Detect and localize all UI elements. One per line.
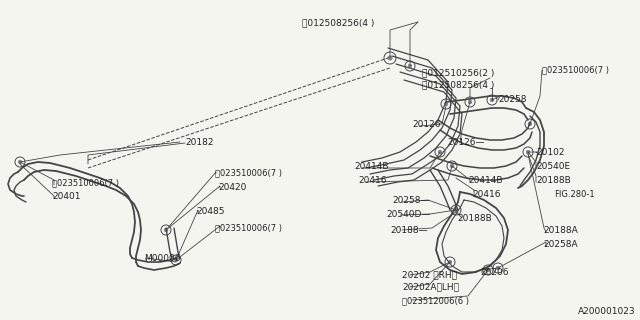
Circle shape bbox=[447, 161, 457, 171]
Circle shape bbox=[441, 99, 451, 109]
Text: 20126: 20126 bbox=[412, 120, 440, 129]
Text: 20414B: 20414B bbox=[354, 162, 388, 171]
Text: 20102: 20102 bbox=[536, 148, 564, 157]
Circle shape bbox=[444, 102, 448, 106]
Text: 20258—: 20258— bbox=[392, 196, 429, 205]
Text: A200001023: A200001023 bbox=[579, 307, 636, 316]
Circle shape bbox=[18, 160, 22, 164]
Circle shape bbox=[435, 147, 445, 157]
Circle shape bbox=[173, 258, 179, 262]
Circle shape bbox=[525, 150, 531, 154]
Circle shape bbox=[161, 225, 171, 235]
Circle shape bbox=[384, 52, 396, 64]
Text: 20414B: 20414B bbox=[468, 176, 502, 185]
Text: M00006: M00006 bbox=[144, 254, 180, 263]
Text: 20540D—: 20540D— bbox=[386, 210, 430, 219]
Text: Ⓑ012510256(2 ): Ⓑ012510256(2 ) bbox=[422, 68, 494, 77]
Text: 20485: 20485 bbox=[196, 207, 225, 216]
Text: 20416: 20416 bbox=[472, 190, 500, 199]
Text: FIG.280-1: FIG.280-1 bbox=[554, 190, 595, 199]
Circle shape bbox=[451, 205, 461, 215]
Text: Ⓝ023512006(6 ): Ⓝ023512006(6 ) bbox=[402, 296, 469, 305]
Text: 20188—: 20188— bbox=[390, 226, 428, 235]
Text: 20202A〈LH〉: 20202A〈LH〉 bbox=[402, 282, 459, 291]
Circle shape bbox=[483, 265, 493, 275]
Circle shape bbox=[405, 61, 415, 71]
Circle shape bbox=[445, 257, 455, 267]
Circle shape bbox=[523, 147, 533, 157]
Text: 20126—: 20126— bbox=[447, 138, 484, 147]
Circle shape bbox=[171, 255, 181, 265]
Text: 20188A: 20188A bbox=[543, 226, 578, 235]
Text: Ⓝ023510006(7 ): Ⓝ023510006(7 ) bbox=[215, 223, 282, 232]
Circle shape bbox=[408, 64, 412, 68]
Circle shape bbox=[490, 98, 494, 102]
Circle shape bbox=[468, 100, 472, 104]
Text: 20420: 20420 bbox=[218, 183, 246, 192]
Circle shape bbox=[493, 263, 503, 273]
Circle shape bbox=[486, 268, 490, 272]
Circle shape bbox=[465, 97, 475, 107]
Text: 20188B: 20188B bbox=[536, 176, 571, 185]
Circle shape bbox=[387, 55, 393, 61]
Circle shape bbox=[448, 260, 452, 264]
Circle shape bbox=[454, 208, 458, 212]
Text: 20202 〈RH〉: 20202 〈RH〉 bbox=[402, 270, 457, 279]
Circle shape bbox=[487, 95, 497, 105]
Text: Ⓝ023510006(7 ): Ⓝ023510006(7 ) bbox=[542, 65, 609, 74]
Text: 20401: 20401 bbox=[52, 192, 81, 201]
Text: 20540E: 20540E bbox=[536, 162, 570, 171]
Text: 20206: 20206 bbox=[480, 268, 509, 277]
Text: 20182: 20182 bbox=[185, 138, 214, 147]
Text: 20416: 20416 bbox=[358, 176, 387, 185]
Circle shape bbox=[496, 266, 500, 270]
Circle shape bbox=[164, 228, 168, 232]
Text: Ⓑ012508256(4 ): Ⓑ012508256(4 ) bbox=[302, 18, 374, 27]
Circle shape bbox=[15, 157, 25, 167]
Text: 20188B: 20188B bbox=[457, 214, 492, 223]
Circle shape bbox=[525, 119, 535, 129]
Text: Ⓝ023510006(7 ): Ⓝ023510006(7 ) bbox=[215, 168, 282, 177]
Circle shape bbox=[528, 122, 532, 126]
Text: 20258A: 20258A bbox=[543, 240, 578, 249]
Text: Ⓑ012508256(4 ): Ⓑ012508256(4 ) bbox=[422, 80, 494, 89]
Text: 20258: 20258 bbox=[498, 95, 527, 104]
Circle shape bbox=[450, 164, 454, 168]
Text: Ⓝ023510006(7 ): Ⓝ023510006(7 ) bbox=[52, 178, 119, 187]
Circle shape bbox=[438, 150, 442, 154]
